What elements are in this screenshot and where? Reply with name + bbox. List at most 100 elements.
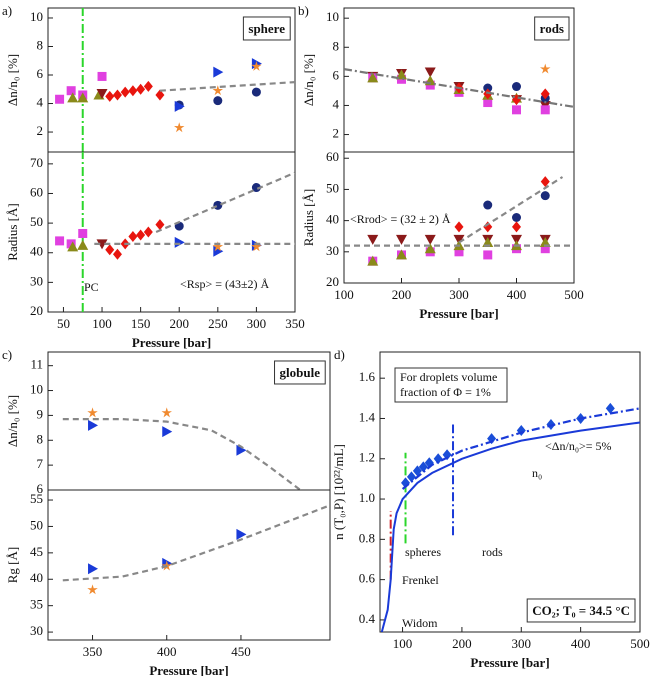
data-point [424,243,436,254]
data-point [482,236,494,247]
y-tick-label: 1.2 [359,450,375,465]
x-tick-label: 450 [231,644,251,659]
annotation: <Rsp> = (43±2) Å [180,277,270,291]
data-point [540,191,550,201]
y-axis-label: Δn/n₀ [%] [5,54,20,106]
y-axis-label: Δn/n₀ [%] [5,395,20,447]
y-tick-label: 30 [30,623,43,638]
y-tick-label: 8 [333,38,340,53]
y-tick-label: 9 [37,406,44,421]
data-point [512,221,521,233]
y-tick-label: 55 [30,491,43,506]
x-axis-label: Pressure [bar] [132,335,211,350]
data-point [454,221,464,233]
x-tick-label: 100 [334,287,354,302]
plot-content [344,176,574,266]
annotation: Widom [402,616,438,630]
box-label-frame [526,598,636,623]
data-point [483,221,493,233]
data-point [483,250,493,260]
y-axis-label: n (T₀,P) [10²²/mL] [331,444,346,540]
y-tick-label: 8 [37,37,44,52]
data-point [78,228,88,238]
y-tick-label: 40 [30,570,43,585]
y-tick-label: 45 [30,544,43,559]
data-point [412,465,422,477]
data-point [433,453,443,465]
data-point [424,67,436,78]
data-point [213,66,224,78]
annotation: PC [84,280,99,294]
data-point [88,563,99,575]
box-label-frame [242,16,291,41]
x-tick-label: 350 [285,316,305,331]
data-point [88,419,99,431]
annotation: spheres [405,545,441,559]
x-tick-label: 50 [57,316,70,331]
data-point [540,105,550,115]
data-point [396,234,407,245]
plot-frame [47,489,331,641]
x-tick-label: 500 [630,636,650,651]
data-point [418,461,428,473]
data-point [512,213,521,222]
data-point [77,92,89,103]
data-point [483,83,493,93]
x-tick-label: 100 [92,316,112,331]
plot-content [55,152,295,312]
annotation: <Rrod> = (32 ± 2) Å [350,212,451,226]
x-tick-label: 300 [247,316,267,331]
data-point [66,86,76,96]
data-point [96,89,108,100]
data-point [251,60,262,71]
data-point [55,94,65,104]
panel-label: d) [334,347,345,362]
y-tick-label: 1.6 [359,369,376,384]
data-point [105,244,115,256]
data-point [424,234,436,245]
panel-label: a) [2,3,12,18]
x-tick-label: 200 [169,316,189,331]
data-point [453,234,465,245]
fit-line [458,176,564,244]
data-point [155,89,165,101]
box-label: globule [280,365,321,380]
data-point [136,83,146,95]
data-point [87,407,98,418]
x-tick-label: 400 [571,636,591,651]
box-label: rods [540,21,564,36]
y-tick-label: 6 [37,66,44,81]
data-point [251,241,262,252]
x-tick-label: 300 [449,287,469,302]
fit-line [344,68,574,108]
data-point [605,402,615,414]
data-point [406,471,416,483]
data-point [540,88,550,100]
y-tick-label: 40 [326,212,339,227]
fit-line [380,421,640,632]
data-point [87,584,98,595]
plot-content [55,8,295,152]
data-point [96,239,108,250]
data-point [251,183,261,193]
panel-label: c) [2,347,12,362]
x-tick-label: 400 [157,644,177,659]
data-point [483,98,493,108]
data-point [212,85,224,96]
data-point [112,89,122,101]
data-point [112,248,122,260]
annotation: Frenkel [402,573,439,587]
data-point [540,63,551,74]
data-point [67,241,79,252]
y-tick-label: 60 [30,184,43,199]
plot-content [62,504,330,595]
y-tick-label: 0.6 [359,571,376,586]
x-axis-label: Pressure [bar] [149,663,228,676]
y-tick-label: 20 [30,303,43,318]
panel-label: b) [298,3,309,18]
annotation: <Δn/n₀>= 5% [545,439,612,453]
data-point [155,219,165,231]
data-point [55,236,65,246]
data-point [539,236,551,247]
